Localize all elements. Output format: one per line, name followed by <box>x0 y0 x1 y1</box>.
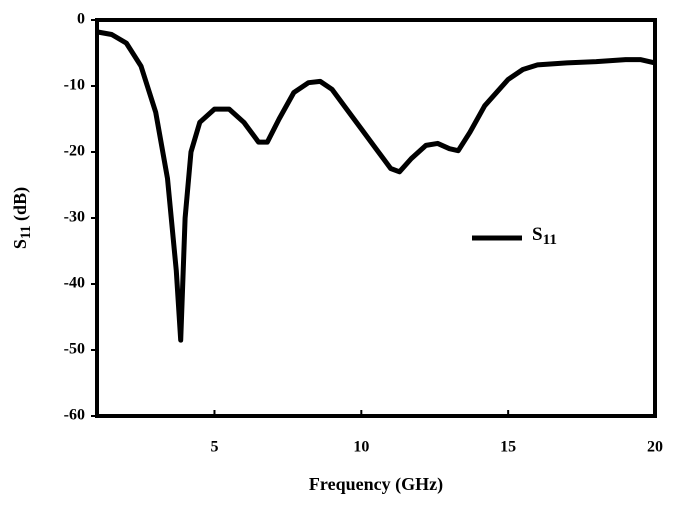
x-tick-label: 5 <box>210 439 218 456</box>
x-tick-label: 15 <box>500 439 516 456</box>
y-axis-title: S11 (dB) <box>10 187 34 249</box>
x-tick-label: 10 <box>353 439 369 456</box>
y-tick-label: 0 <box>77 11 85 28</box>
legend-label: S11 <box>532 224 557 248</box>
series-line <box>96 29 656 343</box>
x-tick-label: 20 <box>647 439 663 456</box>
y-tick-label: -30 <box>64 209 85 226</box>
y-tick-label: -10 <box>64 77 85 94</box>
y-tick-label: -50 <box>64 341 85 358</box>
x-axis-title: Frequency (GHz) <box>309 474 443 495</box>
plot-frame <box>95 18 657 418</box>
y-tick-label: -20 <box>64 143 85 160</box>
y-tick-label: -40 <box>64 275 85 292</box>
y-tick-label: -60 <box>64 407 85 424</box>
